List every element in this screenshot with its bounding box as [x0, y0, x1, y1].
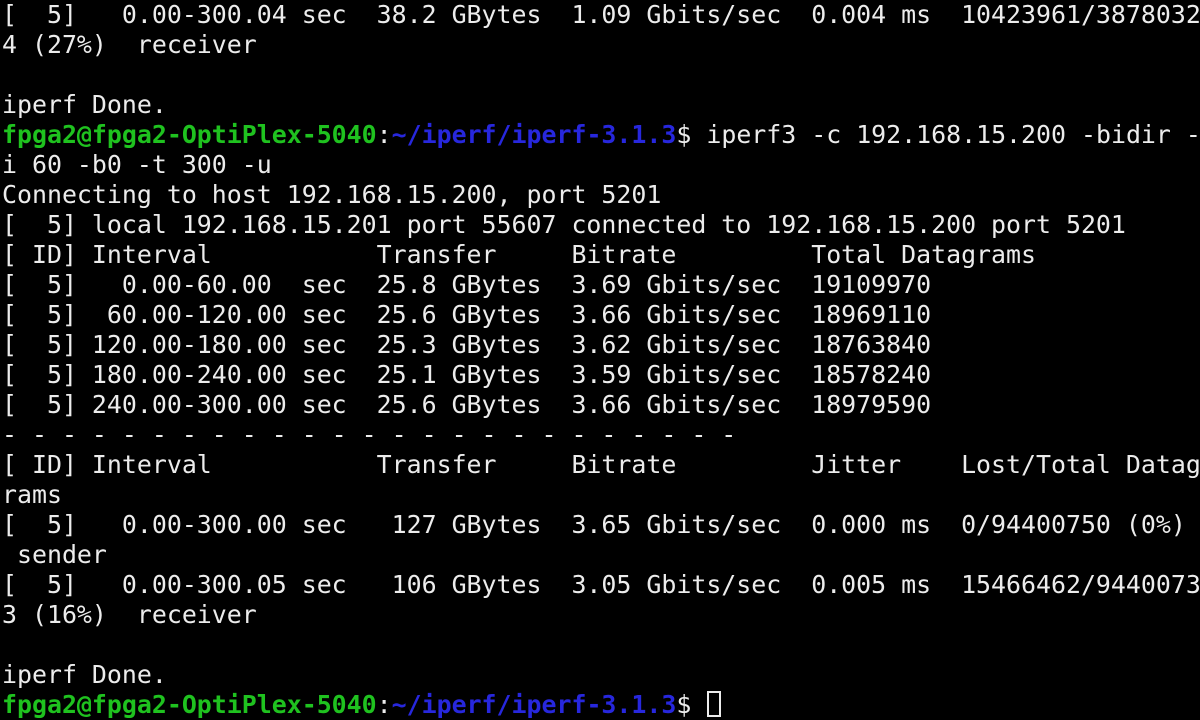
prompt-command: $ iperf3 -c 192.168.15.200 -bidir -: [676, 120, 1200, 149]
terminal-line: [ 5] local 192.168.15.201 port 55607 con…: [2, 210, 1200, 240]
terminal-line: i 60 -b0 -t 300 -u: [2, 150, 1200, 180]
terminal-line: fpga2@fpga2-OptiPlex-5040:~/iperf/iperf-…: [2, 690, 1200, 720]
terminal-line: sender: [2, 540, 1200, 570]
terminal-line: rams: [2, 480, 1200, 510]
prompt-path: ~/iperf/iperf-3.1.3: [391, 690, 677, 719]
iperf-done-message: iperf Done.: [2, 90, 167, 119]
connection-info: [ 5] local 192.168.15.201 port 55607 con…: [2, 210, 1126, 239]
interval-table-header: [ ID] Interval Transfer Bitrate Total Da…: [2, 240, 1036, 269]
terminal-line: iperf Done.: [2, 90, 1200, 120]
interval-row: [ 5] 60.00-120.00 sec 25.6 GBytes 3.66 G…: [2, 300, 932, 329]
sender-summary-row-wrap: sender: [2, 540, 107, 569]
prompt-user-host: fpga2@fpga2-OptiPlex-5040: [2, 120, 377, 149]
terminal-line: Connecting to host 192.168.15.200, port …: [2, 180, 1200, 210]
connecting-message: Connecting to host 192.168.15.200, port …: [2, 180, 662, 209]
terminal-line: 4 (27%) receiver: [2, 30, 1200, 60]
prev-run-receiver-summary: [ 5] 0.00-300.04 sec 38.2 GBytes 1.09 Gb…: [2, 0, 1200, 29]
summary-table-header-wrap: rams: [2, 480, 62, 509]
terminal-line: 3 (16%) receiver: [2, 600, 1200, 630]
terminal-line: [ 5] 120.00-180.00 sec 25.3 GBytes 3.62 …: [2, 330, 1200, 360]
prompt-dollar: $: [676, 690, 707, 719]
terminal-line: [ 5] 0.00-300.00 sec 127 GBytes 3.65 Gbi…: [2, 510, 1200, 540]
terminal-line: [ 5] 0.00-300.05 sec 106 GBytes 3.05 Gbi…: [2, 570, 1200, 600]
prompt-command-wrap: i 60 -b0 -t 300 -u: [2, 150, 272, 179]
prompt-separator: :: [376, 690, 392, 719]
prompt-separator: :: [376, 120, 392, 149]
terminal-cursor: [707, 691, 722, 717]
terminal-line: [ 5] 60.00-120.00 sec 25.6 GBytes 3.66 G…: [2, 300, 1200, 330]
iperf-done-message: iperf Done.: [2, 660, 167, 689]
receiver-summary-row: [ 5] 0.00-300.05 sec 106 GBytes 3.05 Gbi…: [2, 570, 1200, 599]
interval-row: [ 5] 120.00-180.00 sec 25.3 GBytes 3.62 …: [2, 330, 932, 359]
receiver-summary-row-wrap: 3 (16%) receiver: [2, 600, 257, 629]
sender-summary-row: [ 5] 0.00-300.00 sec 127 GBytes 3.65 Gbi…: [2, 510, 1186, 539]
terminal-line: [2, 630, 1200, 660]
summary-divider: - - - - - - - - - - - - - - - - - - - - …: [2, 420, 737, 449]
summary-table-header: [ ID] Interval Transfer Bitrate Jitter L…: [2, 450, 1200, 479]
terminal-line: fpga2@fpga2-OptiPlex-5040:~/iperf/iperf-…: [2, 120, 1200, 150]
terminal-line: [ ID] Interval Transfer Bitrate Jitter L…: [2, 450, 1200, 480]
terminal-line: iperf Done.: [2, 660, 1200, 690]
terminal-line: [2, 60, 1200, 90]
terminal-line: [ 5] 240.00-300.00 sec 25.6 GBytes 3.66 …: [2, 390, 1200, 420]
terminal-line: - - - - - - - - - - - - - - - - - - - - …: [2, 420, 1200, 450]
interval-row: [ 5] 180.00-240.00 sec 25.1 GBytes 3.59 …: [2, 360, 932, 389]
interval-row: [ 5] 0.00-60.00 sec 25.8 GBytes 3.69 Gbi…: [2, 270, 932, 299]
interval-row: [ 5] 240.00-300.00 sec 25.6 GBytes 3.66 …: [2, 390, 932, 419]
terminal-line: [ 5] 180.00-240.00 sec 25.1 GBytes 3.59 …: [2, 360, 1200, 390]
prev-run-receiver-summary-wrap: 4 (27%) receiver: [2, 30, 257, 59]
terminal-line: [ 5] 0.00-60.00 sec 25.8 GBytes 3.69 Gbi…: [2, 270, 1200, 300]
prompt-user-host: fpga2@fpga2-OptiPlex-5040: [2, 690, 377, 719]
terminal-line: [ ID] Interval Transfer Bitrate Total Da…: [2, 240, 1200, 270]
terminal-line: [ 5] 0.00-300.04 sec 38.2 GBytes 1.09 Gb…: [2, 0, 1200, 30]
prompt-path: ~/iperf/iperf-3.1.3: [391, 120, 677, 149]
